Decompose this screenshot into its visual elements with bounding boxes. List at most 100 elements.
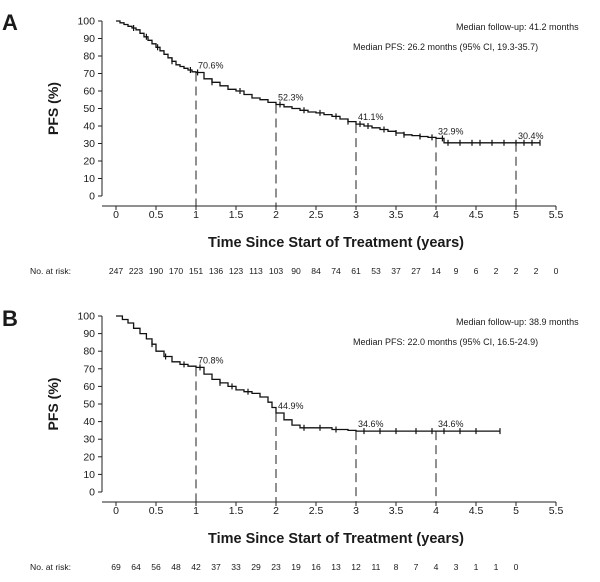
x-tick-label: 4 (433, 209, 439, 221)
median-pfs-note: Median PFS: 26.2 months (95% CI, 19.3-35… (353, 42, 538, 52)
risk-count: 170 (169, 266, 184, 276)
y-tick-label: 0 (89, 191, 95, 203)
risk-count: 1 (494, 562, 499, 572)
y-tick-label: 10 (83, 469, 95, 481)
risk-count: 69 (111, 562, 121, 572)
risk-count: 223 (129, 266, 144, 276)
km-curve (116, 20, 540, 144)
x-tick-label: 3.5 (389, 209, 404, 221)
y-tick-label: 70 (83, 363, 95, 375)
risk-count: 29 (251, 562, 261, 572)
risk-count: 33 (231, 562, 241, 572)
y-tick-label: 0 (89, 487, 95, 499)
risk-count: 2 (494, 266, 499, 276)
risk-count: 136 (209, 266, 224, 276)
km-curve (116, 315, 500, 432)
y-tick-label: 80 (83, 346, 95, 358)
y-tick-label: 50 (83, 399, 95, 411)
x-tick-label: 5 (513, 505, 519, 517)
x-tick-label: 1 (193, 209, 199, 221)
y-tick-label: 80 (83, 51, 95, 63)
y-axis-title: PFS (%) (45, 82, 61, 135)
landmark-label: 34.6% (358, 419, 384, 429)
landmark-label: 34.6% (438, 419, 464, 429)
median-follow-up-note: Median follow-up: 41.2 months (456, 22, 579, 32)
risk-count: 0 (514, 562, 519, 572)
x-tick-label: 3 (353, 505, 359, 517)
landmark-label: 30.4% (518, 131, 544, 141)
risk-count: 90 (291, 266, 301, 276)
x-tick-label: 5 (513, 209, 519, 221)
risk-count: 0 (554, 266, 559, 276)
y-tick-label: 50 (83, 103, 95, 115)
y-tick-label: 60 (83, 381, 95, 393)
risk-count: 16 (311, 562, 321, 572)
y-tick-label: 90 (83, 328, 95, 340)
x-tick-label: 1.5 (229, 505, 244, 517)
risk-table-label: No. at risk: (30, 266, 71, 276)
y-tick-label: 90 (83, 33, 95, 45)
risk-count: 37 (211, 562, 221, 572)
risk-count: 7 (414, 562, 419, 572)
risk-count: 64 (131, 562, 141, 572)
y-tick-label: 20 (83, 451, 95, 463)
risk-count: 8 (394, 562, 399, 572)
x-tick-label: 0.5 (149, 209, 164, 221)
x-axis-title: Time Since Start of Treatment (years) (208, 235, 464, 251)
y-tick-label: 40 (83, 416, 95, 428)
y-tick-label: 20 (83, 156, 95, 168)
x-tick-label: 2.5 (309, 209, 324, 221)
x-tick-label: 1.5 (229, 209, 244, 221)
risk-count: 247 (109, 266, 124, 276)
x-tick-label: 4.5 (469, 505, 484, 517)
y-tick-label: 100 (77, 311, 95, 323)
x-tick-label: 2.5 (309, 505, 324, 517)
risk-count: 3 (454, 562, 459, 572)
y-tick-label: 60 (83, 86, 95, 98)
risk-count: 42 (191, 562, 201, 572)
risk-count: 23 (271, 562, 281, 572)
risk-count: 37 (391, 266, 401, 276)
x-tick-label: 0 (113, 209, 119, 221)
x-axis-title: Time Since Start of Treatment (years) (208, 531, 464, 547)
risk-count: 48 (171, 562, 181, 572)
risk-count: 56 (151, 562, 161, 572)
risk-count: 9 (454, 266, 459, 276)
risk-count: 27 (411, 266, 421, 276)
risk-count: 53 (371, 266, 381, 276)
landmark-label: 44.9% (278, 401, 304, 411)
landmark-label: 41.1% (358, 112, 384, 122)
risk-count: 2 (514, 266, 519, 276)
median-follow-up-note: Median follow-up: 38.9 months (456, 317, 579, 327)
risk-table-label: No. at risk: (30, 562, 71, 572)
x-tick-label: 2 (273, 505, 279, 517)
landmark-label: 32.9% (438, 126, 464, 136)
panel-letter: B (2, 306, 18, 331)
risk-count: 61 (351, 266, 361, 276)
risk-count: 11 (372, 562, 381, 572)
landmark-label: 70.6% (198, 60, 224, 70)
risk-count: 103 (269, 266, 284, 276)
x-tick-label: 3.5 (389, 505, 404, 517)
risk-count: 2 (534, 266, 539, 276)
risk-count: 1 (474, 562, 479, 572)
x-tick-label: 2 (273, 209, 279, 221)
risk-count: 13 (331, 562, 341, 572)
landmark-label: 52.3% (278, 92, 304, 102)
x-tick-label: 4.5 (469, 209, 484, 221)
y-tick-label: 10 (83, 173, 95, 185)
y-tick-label: 70 (83, 68, 95, 80)
landmark-label: 70.8% (198, 355, 224, 365)
x-tick-label: 5.5 (549, 209, 564, 221)
risk-count: 113 (249, 266, 263, 276)
x-tick-label: 4 (433, 505, 439, 517)
y-tick-label: 30 (83, 138, 95, 150)
risk-count: 6 (474, 266, 479, 276)
median-pfs-note: Median PFS: 22.0 months (95% CI, 16.5-24… (353, 337, 538, 347)
x-tick-label: 0 (113, 505, 119, 517)
x-tick-label: 3 (353, 209, 359, 221)
risk-count: 74 (331, 266, 341, 276)
